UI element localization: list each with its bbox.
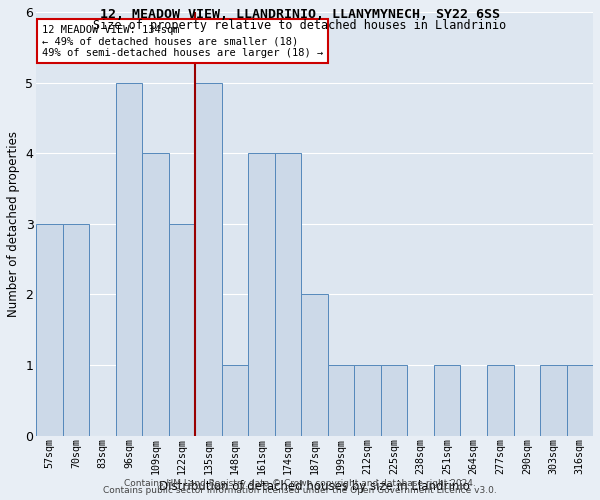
- Bar: [63, 224, 89, 436]
- Bar: [196, 82, 222, 436]
- Bar: [540, 365, 566, 436]
- X-axis label: Distribution of detached houses by size in Llandrinio: Distribution of detached houses by size …: [159, 480, 470, 493]
- Bar: [142, 153, 169, 436]
- Bar: [36, 224, 63, 436]
- Bar: [275, 153, 301, 436]
- Bar: [116, 82, 142, 436]
- Bar: [248, 153, 275, 436]
- Bar: [355, 365, 381, 436]
- Bar: [487, 365, 514, 436]
- Y-axis label: Number of detached properties: Number of detached properties: [7, 131, 20, 317]
- Bar: [301, 294, 328, 436]
- Bar: [169, 224, 196, 436]
- Bar: [222, 365, 248, 436]
- Text: 12, MEADOW VIEW, LLANDRINIO, LLANYMYNECH, SY22 6SS: 12, MEADOW VIEW, LLANDRINIO, LLANYMYNECH…: [100, 8, 500, 20]
- Bar: [328, 365, 355, 436]
- Bar: [381, 365, 407, 436]
- Bar: [566, 365, 593, 436]
- Text: 12 MEADOW VIEW: 134sqm
← 49% of detached houses are smaller (18)
49% of semi-det: 12 MEADOW VIEW: 134sqm ← 49% of detached…: [42, 24, 323, 58]
- Bar: [434, 365, 460, 436]
- Text: Size of property relative to detached houses in Llandrinio: Size of property relative to detached ho…: [94, 18, 506, 32]
- Text: Contains HM Land Registry data © Crown copyright and database right 2024.: Contains HM Land Registry data © Crown c…: [124, 478, 476, 488]
- Text: Contains public sector information licensed under the Open Government Licence v3: Contains public sector information licen…: [103, 486, 497, 495]
